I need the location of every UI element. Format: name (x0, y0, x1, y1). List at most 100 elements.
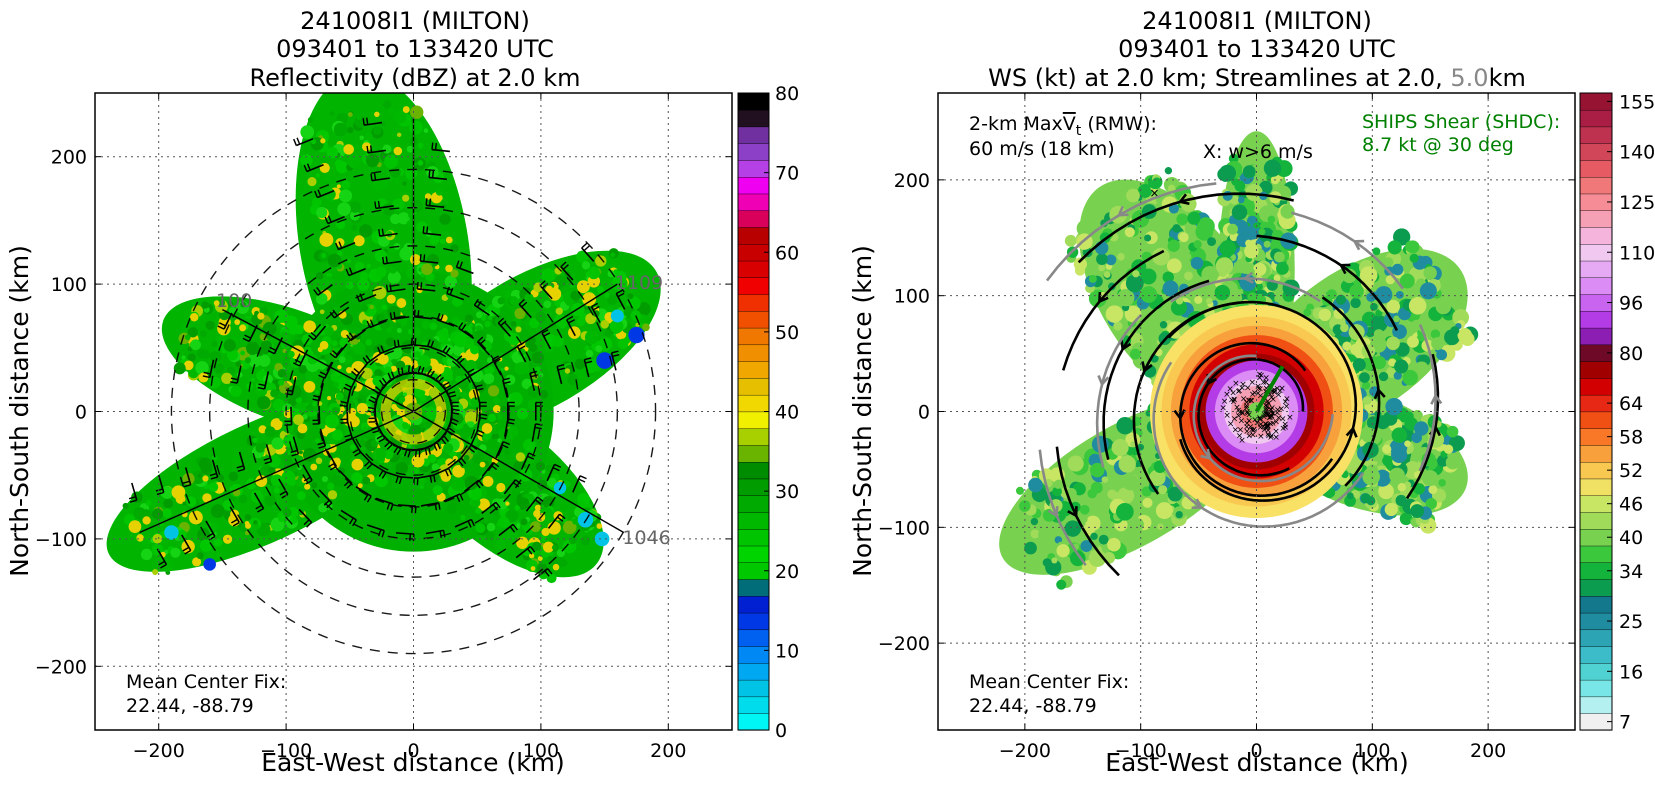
windspeed-colorbar-swatch (1580, 361, 1612, 378)
ws-cell (1107, 538, 1121, 552)
echo-cell (335, 160, 343, 168)
wind-barb-flag (375, 201, 376, 208)
echo-cell (279, 416, 285, 422)
reflectivity-colorbar-swatch (738, 143, 769, 160)
echo-cell (337, 365, 341, 369)
reflectivity-colorbar-swatch (738, 110, 769, 127)
panel1-title-line1: 241008I1 (MILTON) (300, 7, 530, 35)
echo-cell (265, 495, 277, 507)
echo-cell (307, 177, 316, 186)
wind-barb-flag (297, 138, 300, 144)
panel2-title-line3-gray: 5.0 (1450, 64, 1488, 92)
echo-cell (498, 297, 505, 304)
echo-cell (631, 310, 642, 321)
wind-barb (347, 405, 348, 423)
echo-cell (206, 321, 215, 330)
panel1-ytick-label: 200 (51, 147, 87, 169)
wind-barb-flag (584, 246, 589, 251)
echo-cell (299, 450, 303, 454)
echo-cell (188, 353, 196, 361)
echo-cell (596, 523, 602, 529)
echo-cell (469, 323, 473, 327)
echo-cell (232, 456, 241, 465)
wind-barb-flag (402, 367, 403, 374)
ships-shear-line1: SHIPS Shear (SHDC): (1362, 111, 1560, 133)
echo-cell (343, 144, 354, 155)
ws-cell (1436, 299, 1452, 315)
windspeed-colorbar-tick-label: 125 (1619, 192, 1655, 214)
windspeed-colorbar-tick-label: 96 (1619, 293, 1643, 315)
echo-cell (289, 327, 297, 335)
echo-cell (332, 407, 340, 415)
reflectivity-colorbar-tick-label: 10 (775, 640, 799, 662)
reflectivity-colorbar-swatch (738, 127, 769, 144)
windspeed-colorbar-tick-label: 110 (1619, 242, 1655, 264)
flight-leg-label-1046: 1046 (622, 527, 670, 549)
ws-cell (1428, 485, 1437, 494)
wind-barb-flag (394, 312, 395, 319)
ws-cell (1140, 286, 1157, 303)
echo-cell (278, 380, 284, 386)
echo-cell (383, 145, 392, 154)
wind-barb-flag (383, 257, 384, 264)
echo-cell (375, 474, 388, 487)
echo-cell (411, 360, 419, 368)
echo-cell (327, 396, 331, 400)
echo-cell (642, 323, 650, 331)
reflectivity-colorbar-swatch (738, 579, 769, 596)
ws-cell (1176, 511, 1183, 518)
echo-cell (332, 340, 338, 346)
ws-cell (1185, 223, 1197, 235)
echo-cell (347, 127, 353, 133)
ws-cell (1366, 496, 1375, 505)
echo-cell (245, 514, 251, 520)
panel1-ytick-label: 0 (75, 402, 87, 424)
ws-cell (1234, 181, 1245, 192)
echo-cell (595, 345, 602, 352)
ws-cell (1396, 495, 1407, 506)
reflectivity-colorbar-swatch (738, 227, 769, 244)
echo-cell (372, 180, 384, 192)
reflectivity-colorbar-swatch (738, 93, 769, 110)
echo-cell (311, 482, 317, 488)
windspeed-colorbar-tick-label: 25 (1619, 611, 1643, 633)
windspeed-fill (972, 131, 1500, 610)
echo-cell (430, 323, 437, 330)
panel2-ytick-label: −200 (878, 633, 930, 655)
windspeed-colorbar-swatch (1580, 261, 1612, 278)
ws-cell (1385, 503, 1398, 516)
ws-cell (1099, 535, 1109, 545)
echo-cell (470, 345, 479, 354)
echo-cell (319, 233, 333, 247)
echo-cell (239, 495, 247, 503)
panel2-title-line2: 093401 to 133420 UTC (1118, 35, 1396, 63)
updraft-x: × (1268, 409, 1276, 419)
echo-cell (421, 263, 433, 275)
panel2-center-fix-line2: 22.44, -88.79 (969, 695, 1097, 717)
echo-cell (246, 342, 259, 355)
echo-cell (316, 173, 320, 177)
ws-cell (1054, 480, 1063, 489)
windspeed-colorbar-tick-label: 7 (1619, 712, 1631, 734)
windspeed-colorbar-swatch (1580, 629, 1612, 646)
ws-cell (1087, 489, 1096, 498)
wind-barb-flag (432, 143, 433, 150)
echo-cell (153, 534, 163, 544)
ws-cell (1353, 358, 1366, 371)
echo-cell (604, 293, 609, 298)
echo-cell (200, 539, 212, 551)
echo-cell (136, 534, 143, 541)
echo-cell (538, 556, 543, 561)
echo-cell (493, 405, 501, 413)
echo-cell (395, 179, 400, 184)
windspeed-colorbar-swatch (1580, 177, 1612, 194)
windspeed-colorbar-tick-label: 52 (1619, 460, 1643, 482)
echo-cell (141, 549, 152, 560)
echo-cell (350, 444, 356, 450)
ws-cell (1125, 227, 1135, 237)
reflectivity-colorbar-swatch (738, 378, 769, 395)
reflectivity-colorbar-tick-label: 20 (775, 561, 799, 583)
wind-barb-flag (398, 340, 399, 347)
